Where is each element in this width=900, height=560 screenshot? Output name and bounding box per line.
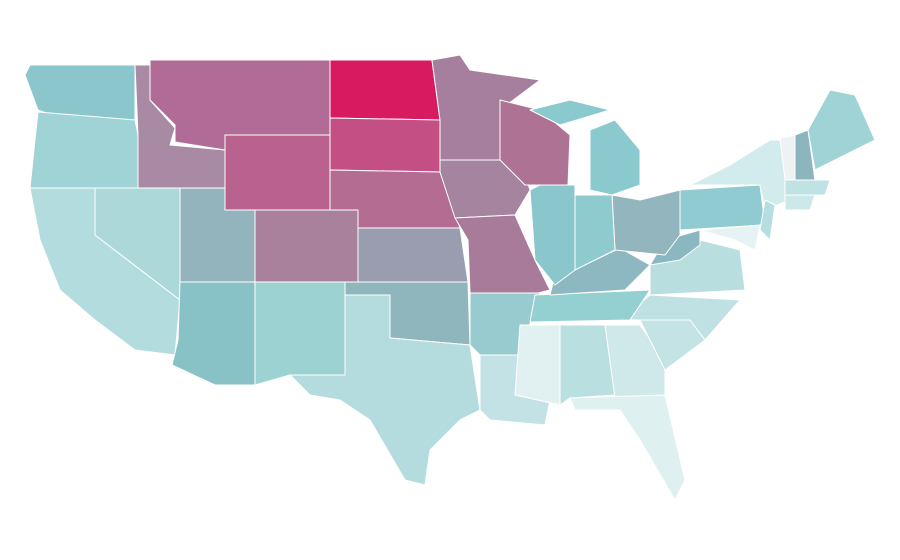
- state: [171, 281, 256, 386]
- state: [589, 119, 641, 196]
- state: [29, 111, 139, 189]
- state: [529, 289, 651, 323]
- state: [759, 199, 776, 241]
- state: [514, 324, 561, 406]
- state: [529, 99, 611, 126]
- state: [254, 209, 359, 283]
- state: [784, 194, 816, 211]
- state: [699, 224, 761, 251]
- state: [611, 189, 681, 256]
- states: [24, 54, 876, 501]
- state: [604, 324, 666, 399]
- state: [329, 117, 441, 173]
- state: [619, 294, 741, 341]
- state: [357, 227, 469, 283]
- state: [569, 394, 686, 501]
- state: [289, 294, 481, 486]
- state: [329, 59, 441, 121]
- state: [24, 64, 136, 121]
- state: [807, 89, 876, 171]
- state: [559, 324, 616, 406]
- state: [784, 179, 831, 196]
- state: [529, 184, 576, 286]
- state: [254, 281, 346, 386]
- state: [224, 134, 331, 211]
- state: [679, 184, 766, 231]
